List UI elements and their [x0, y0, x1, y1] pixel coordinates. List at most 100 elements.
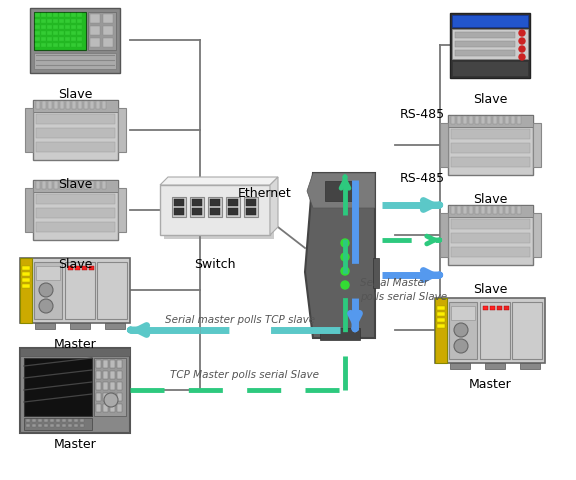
Bar — [59, 37, 64, 41]
Bar — [41, 19, 46, 23]
Circle shape — [519, 30, 525, 36]
Bar — [451, 143, 530, 153]
Circle shape — [341, 267, 349, 275]
Bar — [53, 43, 58, 47]
Bar — [103, 404, 108, 412]
Bar — [440, 123, 448, 167]
Bar — [54, 181, 58, 189]
Bar — [36, 181, 40, 189]
Bar — [35, 323, 55, 329]
Bar — [505, 206, 509, 214]
Bar — [74, 419, 78, 422]
Bar — [103, 26, 113, 35]
Bar — [78, 101, 82, 109]
Bar — [325, 181, 355, 201]
Bar — [487, 206, 491, 214]
Bar — [469, 116, 473, 124]
Bar — [47, 25, 52, 29]
Bar — [41, 25, 46, 29]
Bar — [451, 206, 455, 214]
Bar — [90, 26, 100, 35]
Bar — [96, 181, 100, 189]
Bar — [22, 272, 30, 276]
Bar — [53, 19, 58, 23]
Bar — [96, 404, 101, 412]
Circle shape — [519, 54, 525, 60]
Bar — [110, 404, 115, 412]
Bar — [42, 101, 46, 109]
Bar — [35, 37, 40, 41]
Polygon shape — [307, 173, 375, 208]
Bar — [71, 37, 76, 41]
Bar — [80, 424, 84, 427]
Bar — [164, 189, 274, 239]
Bar — [77, 31, 82, 35]
Bar — [20, 348, 130, 433]
Bar — [110, 393, 115, 401]
Bar — [435, 298, 447, 363]
Bar — [451, 233, 530, 243]
Bar — [96, 101, 100, 109]
Bar — [117, 393, 122, 401]
Circle shape — [519, 46, 525, 52]
Bar — [96, 371, 101, 379]
Bar — [94, 358, 126, 416]
Bar — [84, 181, 88, 189]
Bar — [437, 306, 445, 310]
Bar — [33, 100, 118, 160]
Bar — [118, 188, 126, 232]
Bar — [511, 116, 515, 124]
Bar — [74, 424, 78, 427]
Bar — [493, 206, 497, 214]
Bar — [90, 14, 100, 23]
Bar — [210, 199, 220, 206]
Bar — [455, 32, 515, 38]
Text: RS-485: RS-485 — [400, 108, 445, 121]
Bar — [77, 37, 82, 41]
Circle shape — [341, 239, 349, 247]
Bar — [320, 328, 360, 340]
Polygon shape — [305, 173, 375, 338]
Bar — [68, 424, 72, 427]
Bar — [192, 199, 202, 206]
Bar — [504, 306, 509, 310]
Bar — [512, 302, 542, 359]
Bar — [455, 50, 515, 56]
Bar — [20, 348, 130, 356]
Bar — [77, 43, 82, 47]
Bar — [65, 19, 70, 23]
Bar — [499, 116, 503, 124]
Bar — [485, 363, 505, 369]
Text: RS-485: RS-485 — [400, 171, 445, 184]
Bar — [481, 116, 485, 124]
Text: Master: Master — [54, 438, 96, 451]
Bar — [47, 13, 52, 17]
Bar — [22, 278, 30, 282]
Text: Slave: Slave — [58, 88, 92, 101]
Bar — [24, 358, 92, 416]
Bar — [117, 371, 122, 379]
Bar — [475, 116, 479, 124]
Bar — [452, 15, 528, 27]
Text: Switch: Switch — [194, 258, 236, 271]
Bar — [226, 197, 240, 217]
Bar — [117, 404, 122, 412]
Bar — [448, 115, 533, 127]
Bar — [50, 424, 54, 427]
Bar — [33, 180, 118, 192]
Bar — [480, 302, 510, 359]
Bar — [66, 101, 70, 109]
Bar — [25, 188, 33, 232]
Bar — [481, 206, 485, 214]
Bar — [457, 206, 461, 214]
Bar — [47, 31, 52, 35]
Circle shape — [39, 283, 53, 297]
Bar — [41, 13, 46, 17]
Bar — [533, 213, 541, 257]
Bar — [450, 13, 530, 78]
Bar — [517, 206, 521, 214]
Bar — [59, 25, 64, 29]
Bar — [82, 266, 87, 270]
Bar — [47, 37, 52, 41]
Bar — [80, 419, 84, 422]
